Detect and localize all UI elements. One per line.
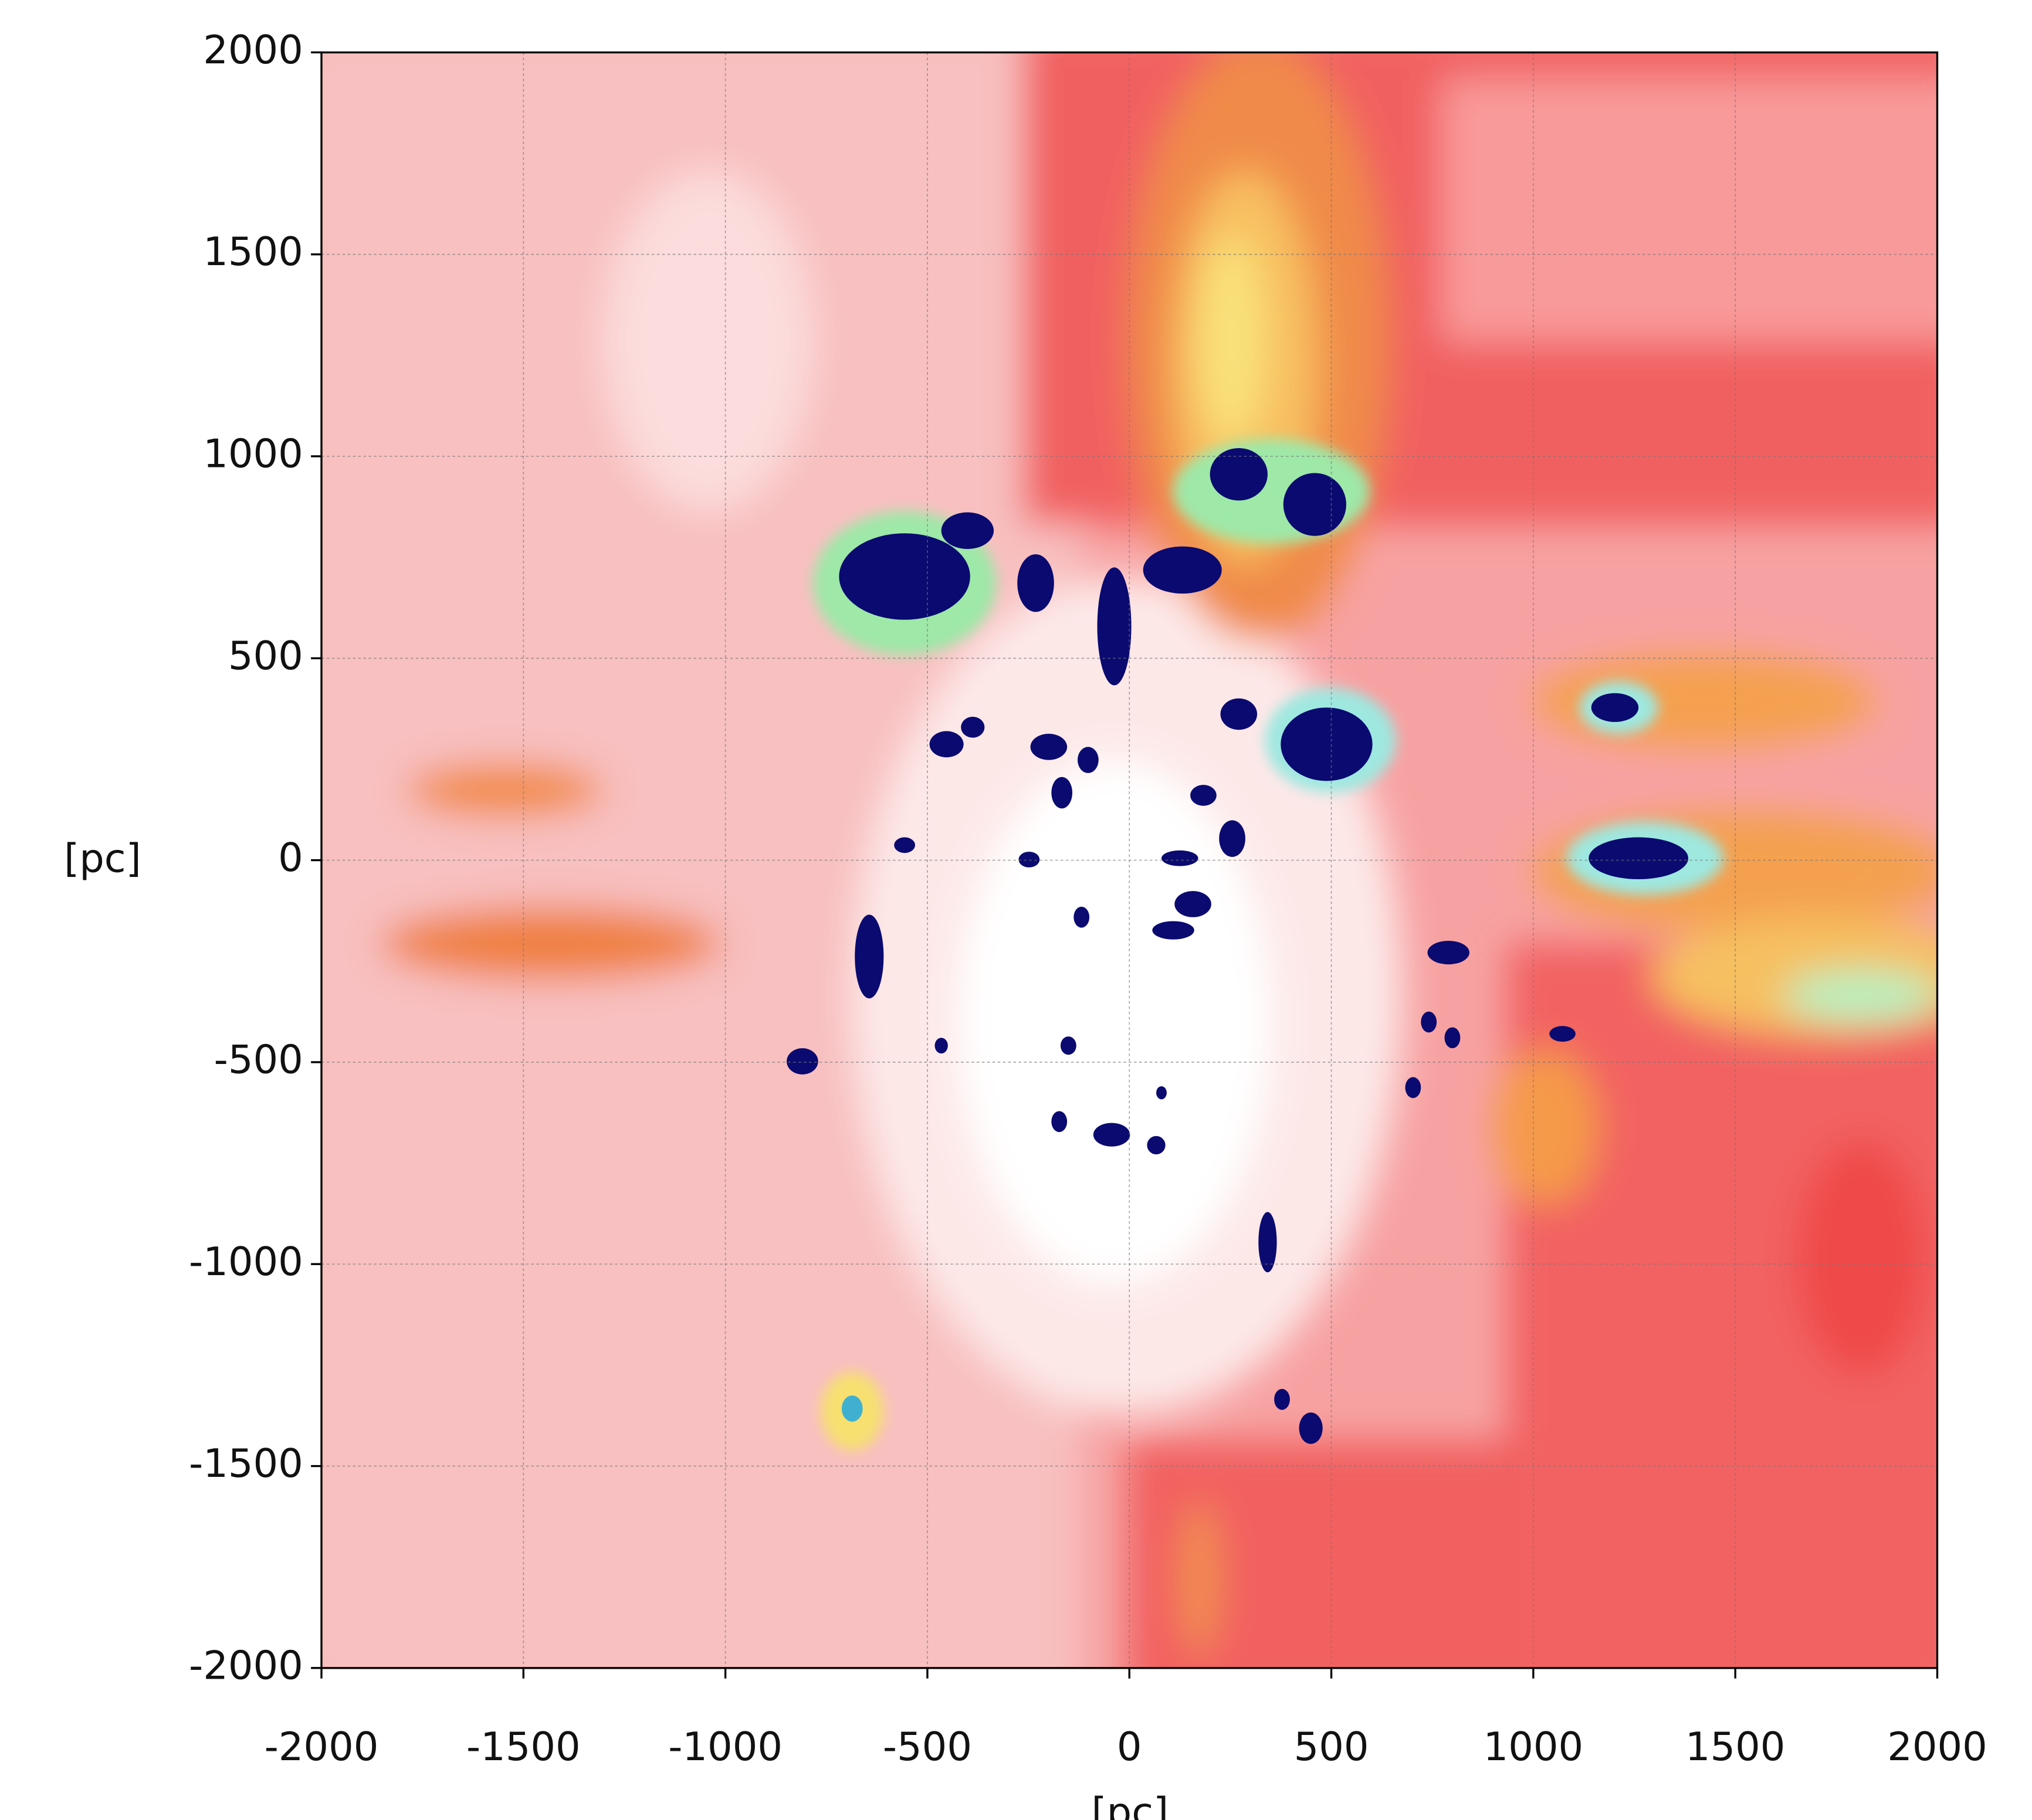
x-axis-label: [pc] bbox=[1092, 1790, 1169, 1820]
x-tick-label: 1500 bbox=[1685, 1724, 1786, 1770]
field-cores bbox=[787, 448, 1689, 1444]
y-tick-label: -1000 bbox=[189, 1239, 303, 1284]
x-tick-label: -1000 bbox=[668, 1724, 783, 1770]
x-tick-label: 2000 bbox=[1887, 1724, 1987, 1770]
y-tick-label: -1500 bbox=[189, 1441, 303, 1486]
y-tick-label: 0 bbox=[278, 835, 303, 880]
x-tick-label: -1500 bbox=[466, 1724, 581, 1770]
y-tick-label: 1000 bbox=[203, 431, 303, 477]
y-tick-label: 500 bbox=[228, 633, 303, 679]
x-tick-label: 0 bbox=[1117, 1724, 1142, 1770]
y-tick-label: 1500 bbox=[203, 229, 303, 274]
field bbox=[321, 52, 1938, 1668]
x-tick-label: -2000 bbox=[265, 1724, 379, 1770]
y-tick-label: 2000 bbox=[203, 27, 303, 73]
x-tick-label: -500 bbox=[883, 1724, 972, 1770]
x-tick-label: 1000 bbox=[1484, 1724, 1584, 1770]
field-smooth bbox=[321, 52, 1938, 1668]
y-tick-label: -500 bbox=[214, 1036, 303, 1082]
y-tick-label: -2000 bbox=[189, 1642, 303, 1688]
x-tick-label: 500 bbox=[1294, 1724, 1369, 1770]
y-axis-label: [pc] bbox=[64, 835, 141, 881]
